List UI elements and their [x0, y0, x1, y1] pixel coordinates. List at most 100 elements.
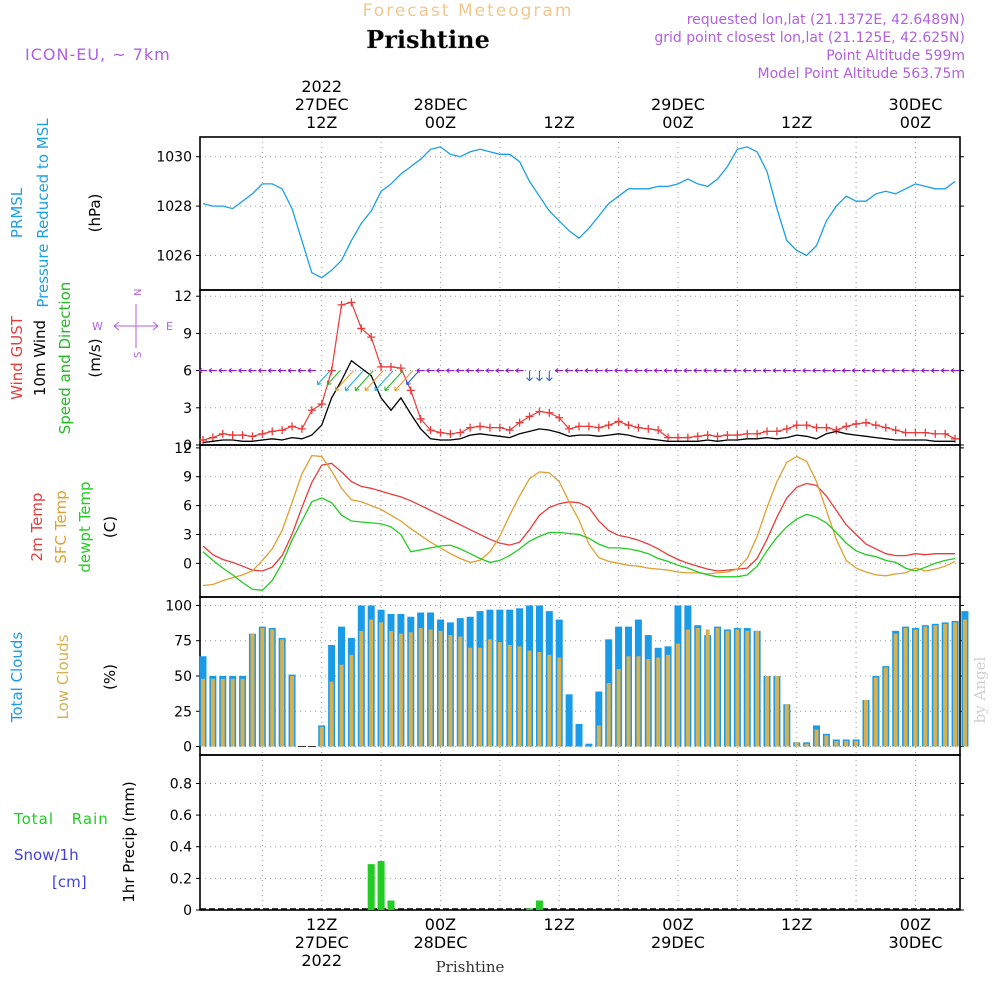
- wind-dir-arrow: [693, 368, 702, 374]
- ytick-label-pressure: 1030: [156, 150, 192, 166]
- gust-marker: [545, 408, 554, 417]
- pressure-axis-label: Pressure Reduced to MSL: [34, 118, 52, 308]
- ytick-label-wind: 3: [183, 401, 192, 417]
- wind-dir-arrow: [495, 368, 504, 374]
- gust-marker: [871, 421, 880, 430]
- wind-dir-arrow: [584, 368, 593, 374]
- rain-bars: [367, 860, 543, 910]
- temp-axis-label: SFC Temp: [52, 490, 70, 563]
- wind-dir-arrow: [545, 370, 553, 382]
- wind-dir-arrow: [812, 368, 821, 374]
- top-axis-hour: 00Z: [662, 113, 693, 132]
- low-cloud-bar: [636, 656, 641, 747]
- ytick-label-precip: 0.8: [170, 776, 192, 792]
- wind-dir-arrow: [594, 368, 603, 374]
- wind-dir-arrow: [238, 368, 247, 374]
- bottom-axis-hour: 12Z: [544, 915, 575, 934]
- wind-dir-arrow: [515, 368, 524, 374]
- low-cloud-bar: [418, 628, 423, 747]
- wind-dir-arrow: [228, 368, 237, 374]
- ytick-label-wind: 0: [183, 438, 192, 454]
- gust-marker: [456, 428, 465, 437]
- wind-direction-arrows: [198, 368, 960, 392]
- wind-dir-arrow: [683, 368, 692, 374]
- low-cloud-bar: [893, 633, 898, 747]
- low-cloud-bar: [705, 629, 710, 747]
- low-cloud-bar: [290, 676, 295, 747]
- gust-marker: [723, 431, 732, 440]
- low-cloud-bar: [863, 699, 868, 747]
- wind-dir-arrow: [940, 368, 950, 374]
- low-cloud-bar: [487, 639, 492, 747]
- gust-marker: [555, 413, 564, 422]
- ytick-label-wind: 12: [174, 289, 192, 305]
- low-cloud-bar: [398, 633, 403, 747]
- wind-dir-arrow: [334, 370, 354, 392]
- gust-marker: [317, 400, 326, 409]
- panel-frame-pressure: [199, 136, 961, 291]
- gust-marker: [802, 421, 811, 430]
- low-cloud-bar: [438, 630, 443, 747]
- wind-dir-arrow: [485, 368, 494, 374]
- low-cloud-bar: [359, 630, 364, 747]
- gust-marker: [931, 429, 940, 438]
- gust-marker: [307, 406, 316, 415]
- low-cloud-bar: [765, 676, 770, 747]
- gust-marker: [386, 362, 395, 371]
- wind-dir-arrow: [574, 368, 584, 374]
- gust-marker: [535, 407, 544, 416]
- low-cloud-bar: [715, 628, 720, 747]
- bottom-axis-date: 29DEC: [651, 933, 705, 952]
- temp-axis-label: (C): [101, 516, 119, 538]
- low-cloud-bar: [646, 659, 651, 747]
- gust-marker: [614, 417, 623, 426]
- low-cloud-bar: [745, 630, 750, 747]
- temp-line-1: [202, 454, 956, 587]
- gust-marker: [693, 432, 702, 441]
- ytick-label-wind: 9: [183, 326, 192, 342]
- wind-dir-arrow: [663, 368, 673, 374]
- panel-frame-precip: [199, 754, 961, 911]
- gust-marker: [337, 300, 346, 309]
- wind-dir-arrow: [851, 368, 861, 374]
- wind-dir-arrow: [198, 368, 207, 374]
- gust-marker: [515, 418, 524, 427]
- wind-dir-arrow: [841, 368, 851, 374]
- gust-marker: [743, 429, 752, 438]
- pressure-axis-label: (hPa): [86, 194, 104, 233]
- bottom-axis-hour: 12Z: [306, 915, 337, 934]
- wind-dir-arrow: [604, 368, 613, 374]
- gust-marker: [782, 424, 791, 433]
- gust-marker: [297, 424, 306, 433]
- precip-axis-label: 1hr Precip (mm): [120, 781, 138, 902]
- bottom-axis-date: 27DEC: [295, 933, 349, 952]
- gust-marker: [772, 427, 781, 436]
- wind-dir-arrow: [475, 368, 485, 374]
- gust-marker: [377, 362, 386, 371]
- gust-marker: [426, 426, 435, 435]
- ytick-label-clouds: 75: [174, 634, 192, 650]
- temp-axis-label: dewpt Temp: [76, 481, 94, 572]
- wind-dir-arrow: [364, 370, 384, 392]
- wind-line: [202, 359, 956, 444]
- snow-unit-label: [cm]: [52, 873, 87, 891]
- compass-e: E: [166, 320, 173, 333]
- rain-bar: [526, 908, 534, 910]
- gust-marker: [525, 412, 534, 421]
- low-cloud-bar: [280, 639, 285, 747]
- low-cloud-bar: [547, 654, 552, 747]
- wind-dir-arrow: [891, 368, 900, 374]
- gust-marker: [921, 428, 930, 437]
- wind-dir-arrow: [436, 368, 445, 374]
- low-cloud-bar: [824, 735, 829, 747]
- gust-marker: [673, 433, 682, 442]
- gust-marker: [584, 422, 593, 431]
- ytick-label-precip: 0.2: [170, 871, 192, 887]
- wind-dir-arrow: [455, 368, 465, 374]
- top-axis-hour: 12Z: [781, 113, 812, 132]
- low-cloud-bar: [725, 630, 730, 747]
- gust-marker: [268, 427, 277, 436]
- gust-marker: [941, 429, 950, 438]
- gust-marker: [258, 429, 267, 438]
- wind-dir-arrow: [643, 368, 653, 374]
